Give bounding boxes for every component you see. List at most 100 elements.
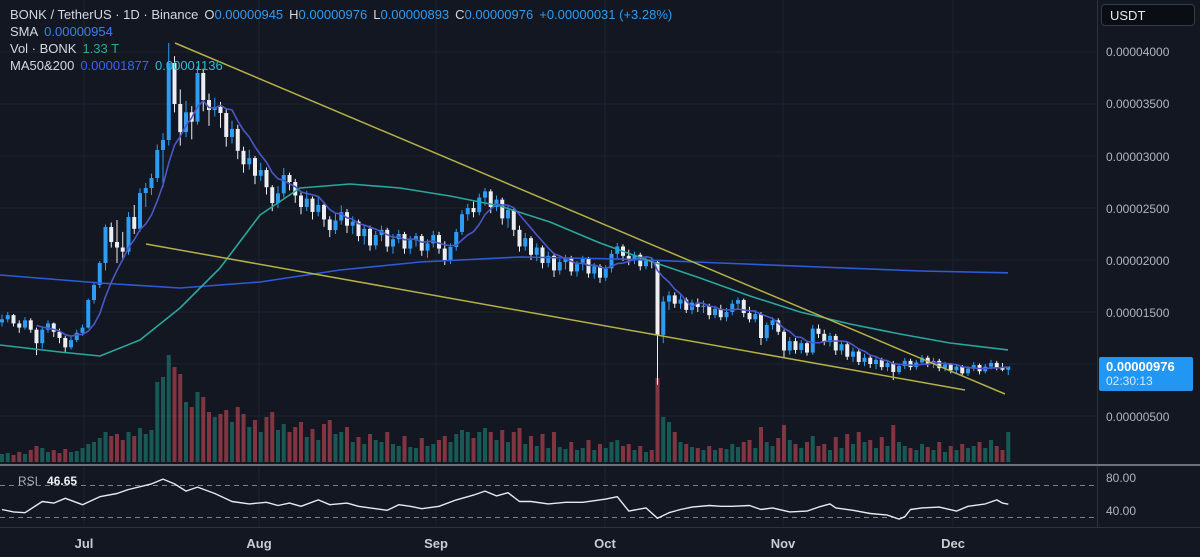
low-label: L [373, 6, 381, 22]
axis-price-tick: 0.00001500 [1106, 306, 1170, 320]
volume-bar [741, 442, 746, 462]
volume-bar [546, 448, 551, 462]
candle-body [500, 199, 505, 219]
candle-body [166, 63, 171, 140]
trendline [174, 42, 1006, 395]
candle-body [713, 308, 717, 316]
candle-body [828, 335, 832, 343]
volume-bar [983, 448, 988, 462]
candle-body [753, 314, 758, 320]
axis-price-tick: 0.00000500 [1106, 410, 1170, 424]
candle-body [839, 344, 844, 351]
volume-bar [552, 432, 556, 462]
volume-bar [971, 446, 976, 462]
candle-body [23, 320, 27, 328]
volume-bar [207, 412, 211, 462]
legend-sma-row[interactable]: SMA 0.00000954 [10, 23, 672, 39]
volume-bar [471, 438, 476, 462]
candle-body [609, 253, 614, 269]
volume-bar [442, 436, 447, 462]
candle-body [17, 323, 22, 328]
volume-bar [350, 442, 355, 462]
volume-bar [483, 428, 487, 462]
legend-symbol-row[interactable]: BONK / TetherUS · 1D · Binance O 0.00000… [10, 6, 672, 22]
volume-bar [793, 444, 798, 462]
candle-body [862, 357, 867, 362]
volume-bar [713, 450, 717, 462]
candle-body [345, 212, 349, 226]
candle-body [569, 257, 574, 272]
axis-time-tick: Sep [424, 536, 448, 551]
volume-bar [281, 424, 286, 462]
candle-body [943, 364, 947, 369]
candle-body [626, 255, 631, 260]
bar-countdown: 02:30:13 [1106, 374, 1153, 388]
candle-body [103, 227, 108, 264]
axis-price-tick: 0.00003000 [1106, 150, 1170, 164]
chart-canvas[interactable] [0, 0, 1097, 527]
volume-bar [293, 427, 298, 462]
volume-bar [862, 442, 867, 462]
volume-bar [914, 450, 919, 462]
candle-body [465, 208, 470, 215]
candle-body [897, 366, 901, 373]
volume-bar [419, 438, 424, 462]
volume-bar [408, 447, 413, 462]
candle-body [230, 128, 234, 137]
candle-body [615, 246, 620, 254]
volume-bar [276, 430, 280, 462]
candle-body [764, 325, 769, 338]
volume-bar [310, 429, 315, 462]
currency-toggle-button[interactable]: USDT [1101, 4, 1195, 26]
candle-body [333, 220, 338, 231]
candle-body [557, 262, 562, 271]
volume-bar [523, 444, 528, 462]
volume-bar [989, 440, 993, 462]
candle-body [184, 112, 188, 133]
candle-body [517, 229, 522, 247]
candle-body [759, 314, 763, 338]
pane-separator[interactable] [0, 464, 1200, 466]
candle-body [293, 182, 298, 196]
volume-bar [678, 442, 683, 462]
volume-bar [166, 355, 171, 462]
candle-body [575, 264, 579, 272]
candle-body [902, 360, 907, 367]
volume-bar [368, 434, 372, 462]
candle-body [276, 193, 280, 204]
candle-body [471, 208, 476, 213]
candle-body [28, 320, 33, 330]
candle-body [736, 300, 740, 304]
sma-label: SMA [10, 23, 39, 39]
candle-body [511, 210, 516, 230]
legend-ma-row[interactable]: MA50&200 0.00001877 0.00001136 [10, 57, 672, 73]
candle-body [701, 305, 706, 308]
candle-body [661, 301, 666, 335]
volume-bar [557, 447, 562, 462]
time-axis[interactable]: Jul Aug Sep Oct Nov Dec [0, 527, 1200, 557]
volume-bar [920, 444, 924, 462]
volume-bar [0, 454, 4, 462]
legend: BONK / TetherUS · 1D · Binance O 0.00000… [10, 6, 672, 74]
volume-bar [655, 378, 660, 462]
volume-bar [776, 438, 781, 462]
rsi-legend[interactable]: RSI 46.65 [18, 474, 77, 488]
volume-bar [517, 428, 522, 462]
candle-body [724, 312, 729, 318]
volume-bar [885, 446, 890, 462]
candle-body [115, 242, 119, 248]
volume-bar [782, 425, 786, 462]
volume-bar [454, 434, 459, 462]
open-label: O [204, 6, 215, 22]
candle-body [5, 315, 10, 320]
volume-bar [46, 452, 50, 462]
volume-bar [529, 436, 533, 462]
candle-body [741, 300, 746, 314]
volume-bar [897, 442, 901, 462]
volume-bar [396, 446, 401, 462]
volume-bar [143, 434, 148, 462]
legend-volume-row[interactable]: Vol · BONK 1.33 T [10, 40, 672, 56]
candle-body [178, 104, 183, 133]
price-axis[interactable]: USDT 0.00000976 02:30:13 0.00004000 0.000… [1097, 0, 1200, 527]
